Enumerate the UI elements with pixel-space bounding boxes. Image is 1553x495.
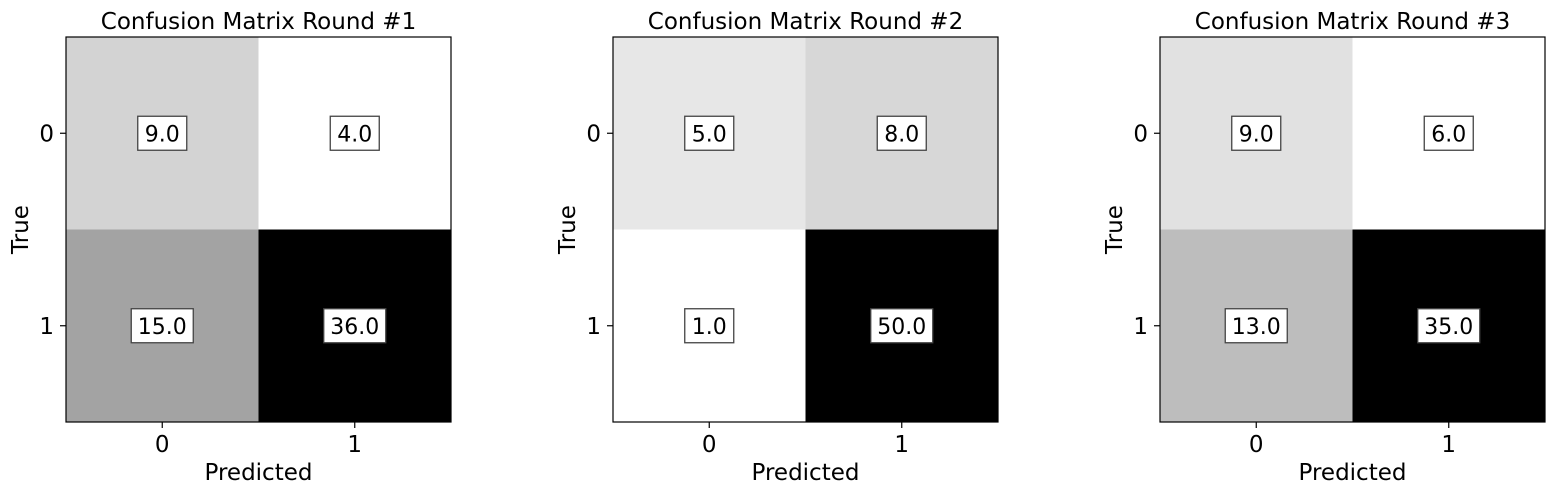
cell-label-box-r1-c1 bbox=[323, 308, 387, 344]
cell-label-box-r0-c0 bbox=[137, 115, 188, 151]
cell-value-label-r1-c1: 35.0 bbox=[1424, 315, 1473, 340]
cell-value-label-r0-c1: 8.0 bbox=[884, 122, 919, 147]
cell-label-box-r0-c1 bbox=[876, 115, 927, 151]
panel-title: Confusion Matrix Round #2 bbox=[648, 9, 963, 35]
y-tick-label: 0 bbox=[39, 121, 54, 147]
y-tick-label: 1 bbox=[586, 314, 601, 340]
y-axis-label: True bbox=[555, 205, 581, 255]
cell-label-box-r0-c1 bbox=[1423, 115, 1474, 151]
x-tick-label: 0 bbox=[1249, 432, 1264, 458]
cell-label-box-r1-c0 bbox=[684, 308, 735, 344]
cell-value-label-r1-c1: 50.0 bbox=[877, 315, 926, 340]
cell-value-label-r1-c1: 36.0 bbox=[330, 315, 379, 340]
cell-label-box-r1-c0 bbox=[130, 308, 194, 344]
cell-label-box-r0-c1 bbox=[329, 115, 380, 151]
cell-value-label-r0-c0: 5.0 bbox=[692, 122, 727, 147]
cell-value-label-r0-c0: 9.0 bbox=[145, 122, 180, 147]
cell-value-label-r0-c1: 4.0 bbox=[337, 122, 372, 147]
y-tick-label: 0 bbox=[1133, 121, 1148, 147]
x-axis-label: Predicted bbox=[1299, 460, 1407, 486]
panel-title: Confusion Matrix Round #3 bbox=[1195, 9, 1510, 35]
cell-label-box-r1-c1 bbox=[1417, 308, 1481, 344]
cell-value-label-r1-c0: 15.0 bbox=[138, 315, 187, 340]
panel-title: Confusion Matrix Round #1 bbox=[101, 9, 416, 35]
cell-label-box-r1-c0 bbox=[1224, 308, 1288, 344]
x-tick-label: 0 bbox=[702, 432, 717, 458]
y-axis-label: True bbox=[8, 205, 34, 255]
x-axis-label: Predicted bbox=[752, 460, 860, 486]
cell-label-box-r0-c0 bbox=[1231, 115, 1282, 151]
y-axis-label: True bbox=[1102, 205, 1128, 255]
plot-frame bbox=[1159, 36, 1546, 423]
cell-value-label-r0-c0: 9.0 bbox=[1239, 122, 1274, 147]
x-axis-label: Predicted bbox=[205, 460, 313, 486]
x-tick-label: 1 bbox=[1441, 432, 1456, 458]
y-tick-label: 1 bbox=[1133, 314, 1148, 340]
confusion-matrix-panel-1: 9.0 4.0 15.0 36.0 Confusion Matrix Round #1 0… bbox=[8, 9, 452, 486]
cell-value-label-r0-c1: 6.0 bbox=[1431, 122, 1466, 147]
cell-label-box-r1-c1 bbox=[870, 308, 934, 344]
x-tick-label: 1 bbox=[894, 432, 909, 458]
x-tick-label: 0 bbox=[155, 432, 170, 458]
x-tick-label: 1 bbox=[347, 432, 362, 458]
plot-frame bbox=[612, 36, 999, 423]
y-tick-label: 0 bbox=[586, 121, 601, 147]
cell-value-label-r1-c0: 13.0 bbox=[1232, 315, 1281, 340]
confusion-matrix-panel-2: 5.0 8.0 1.0 50.0 Confusion Matrix Round #2 0 1… bbox=[555, 9, 999, 486]
confusion-matrix-panel-3: 9.0 6.0 13.0 35.0 Confusion Matrix Round #3 0… bbox=[1102, 9, 1546, 486]
plot-frame bbox=[65, 36, 452, 423]
y-tick-label: 1 bbox=[39, 314, 54, 340]
cell-value-label-r1-c0: 1.0 bbox=[692, 315, 727, 340]
cell-label-box-r0-c0 bbox=[684, 115, 735, 151]
